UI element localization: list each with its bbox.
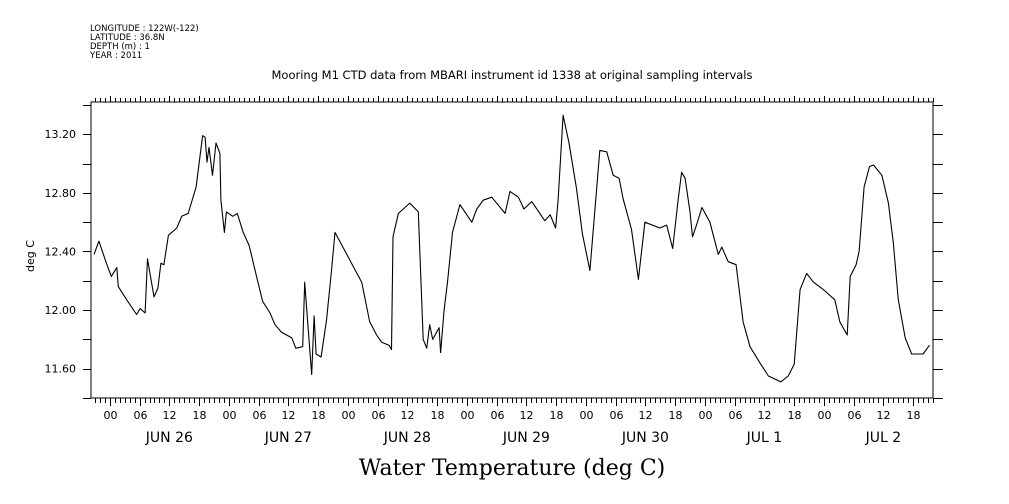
x-tick-label: 18 xyxy=(431,409,445,422)
x-tick-label: 18 xyxy=(193,409,207,422)
x-tick-label: 12 xyxy=(520,409,534,422)
x-tick-label: 12 xyxy=(282,409,296,422)
x-tick-label: 06 xyxy=(372,409,386,422)
x-tick-label: 00 xyxy=(699,409,713,422)
y-tick-label: 12.40 xyxy=(45,245,77,258)
x-tick-label: 12 xyxy=(877,409,891,422)
x-day-label: JUN 26 xyxy=(145,430,193,446)
year-label: YEAR : 2011 xyxy=(89,51,142,61)
x-tick-label: 06 xyxy=(491,409,505,422)
x-tick-label: 12 xyxy=(639,409,653,422)
x-day-label: JUL 1 xyxy=(746,430,783,446)
x-day-label: JUN 29 xyxy=(502,430,550,446)
x-tick-label: 18 xyxy=(669,409,683,422)
depth-label: DEPTH (m) : 1 xyxy=(90,42,150,52)
y-tick-label: 13.20 xyxy=(45,128,77,141)
x-tick-label: 06 xyxy=(134,409,148,422)
x-tick-label: 12 xyxy=(163,409,177,422)
x-tick-label: 18 xyxy=(312,409,326,422)
series-layer xyxy=(93,114,930,383)
y-axis-label: deg C xyxy=(24,240,37,272)
x-tick-label: 00 xyxy=(223,409,237,422)
x-tick-label: 00 xyxy=(580,409,594,422)
x-tick-label: 00 xyxy=(104,409,118,422)
x-tick-label: 00 xyxy=(818,409,832,422)
x-tick-label: 00 xyxy=(342,409,356,422)
x-tick-label: 06 xyxy=(729,409,743,422)
x-tick-label: 18 xyxy=(788,409,802,422)
x-day-label: JUL 2 xyxy=(865,430,902,446)
x-day-label: JUN 28 xyxy=(383,430,431,446)
y-tick-label: 11.60 xyxy=(45,363,77,376)
chart-title: Mooring M1 CTD data from MBARI instrumen… xyxy=(272,68,753,82)
latitude-label: LATITUDE : 36.8N xyxy=(90,33,165,43)
x-tick-label: 18 xyxy=(550,409,564,422)
y-tick-label: 12.00 xyxy=(45,304,77,317)
x-tick-label: 18 xyxy=(907,409,921,422)
x-tick-label: 06 xyxy=(253,409,267,422)
x-tick-label: 06 xyxy=(610,409,624,422)
longitude-label: LONGITUDE : 122W(-122) xyxy=(90,24,199,34)
temperature-line xyxy=(93,114,930,383)
x-tick-label: 00 xyxy=(461,409,475,422)
x-axis-label: Water Temperature (deg C) xyxy=(359,456,666,481)
x-tick-label: 12 xyxy=(401,409,415,422)
x-tick-label: 12 xyxy=(758,409,772,422)
axes: 00 06 12 18 00 06 12 18 00 06 12 18 00 06 12 18 00 06 12 18… xyxy=(45,96,943,446)
x-tick-label: 06 xyxy=(848,409,862,422)
y-tick-label: 12.80 xyxy=(45,187,77,200)
x-day-label: JUN 27 xyxy=(264,430,312,446)
x-day-label: JUN 30 xyxy=(621,430,669,446)
